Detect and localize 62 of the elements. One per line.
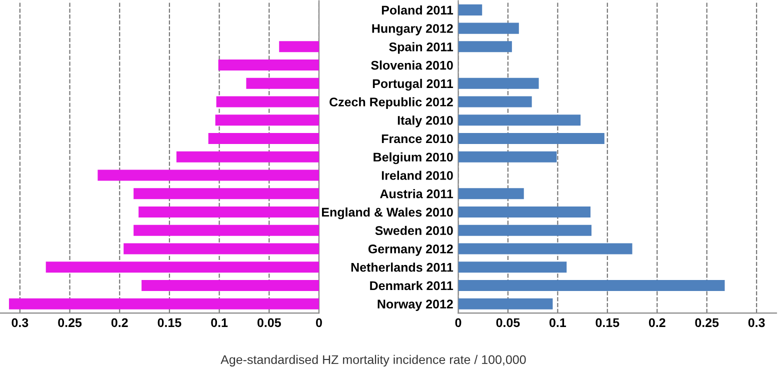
y-tick-label: Austria 2011: [380, 189, 454, 198]
bar: [218, 60, 319, 71]
x-tick-label: 0: [316, 318, 322, 328]
bar: [458, 243, 632, 254]
x-tick-label: 0.15: [158, 318, 182, 328]
y-tick-label: Sweden 2010: [375, 226, 453, 236]
x-tick-label: 0.05: [496, 318, 520, 328]
y-tick-label: Spain 2011: [389, 42, 454, 54]
bar: [246, 78, 319, 89]
bar: [458, 4, 482, 16]
bar: [458, 78, 539, 89]
bar: [279, 41, 319, 52]
y-tick-label: Italy 2010: [398, 116, 453, 128]
bar: [458, 133, 604, 144]
bar: [458, 114, 581, 126]
bar: [138, 206, 319, 218]
bar: [8, 298, 319, 310]
x-tick-label: 0.2: [648, 318, 666, 328]
y-tick-label: Czech Republic 2012: [330, 97, 453, 109]
bar: [458, 262, 567, 273]
bar: [46, 262, 319, 273]
bar: [458, 22, 519, 34]
y-tick-label: Slovenia 2010: [371, 60, 453, 70]
bar: [215, 114, 319, 126]
y-tick-label: Norway 2012: [378, 300, 453, 311]
x-tick-label: 0.1: [549, 318, 566, 328]
y-tick-label: Poland 2011: [382, 5, 454, 15]
bar: [458, 151, 557, 162]
bar: [458, 41, 512, 52]
y-tick-label: France 2010: [382, 134, 453, 144]
y-tick-label: Denmark 2011: [370, 280, 454, 290]
bar: [458, 280, 725, 291]
bar: [142, 280, 319, 291]
x-tick-label: 0.25: [58, 318, 82, 328]
y-tick-label: Ireland 2010: [382, 170, 453, 180]
y-tick-label: Belgium 2010: [374, 152, 453, 164]
bar: [458, 224, 592, 236]
y-tick-label: Portugal 2011: [372, 78, 454, 91]
bar: [216, 96, 319, 108]
bar: [134, 224, 319, 236]
bar: [458, 298, 553, 310]
y-tick-label: England & Wales 2010: [322, 207, 453, 220]
bar: [458, 96, 532, 108]
bar: [134, 188, 319, 200]
bar: [98, 170, 319, 181]
y-tick-label: Hungary 2012: [372, 24, 453, 36]
x-tick-label: 0.1: [211, 318, 228, 328]
bar: [458, 188, 524, 200]
bar: [458, 206, 590, 218]
x-tick-label: 0.05: [257, 318, 281, 328]
x-tick-label: 0.25: [695, 318, 719, 328]
bar: [124, 243, 319, 254]
x-axis-title: Age-standardised HZ mortality incidence rate / 100,000: [220, 354, 526, 367]
x-tick-label: 0.3: [12, 318, 28, 328]
x-tick-label: 0.2: [111, 318, 128, 328]
x-tick-label: 0.15: [596, 318, 620, 328]
bar: [208, 133, 319, 144]
bar: [176, 151, 319, 162]
y-tick-label: Germany 2012: [368, 244, 453, 256]
x-tick-label: 0: [455, 318, 462, 328]
x-tick-label: 0.3: [748, 318, 765, 328]
y-tick-label: Netherlands 2011: [351, 262, 454, 272]
